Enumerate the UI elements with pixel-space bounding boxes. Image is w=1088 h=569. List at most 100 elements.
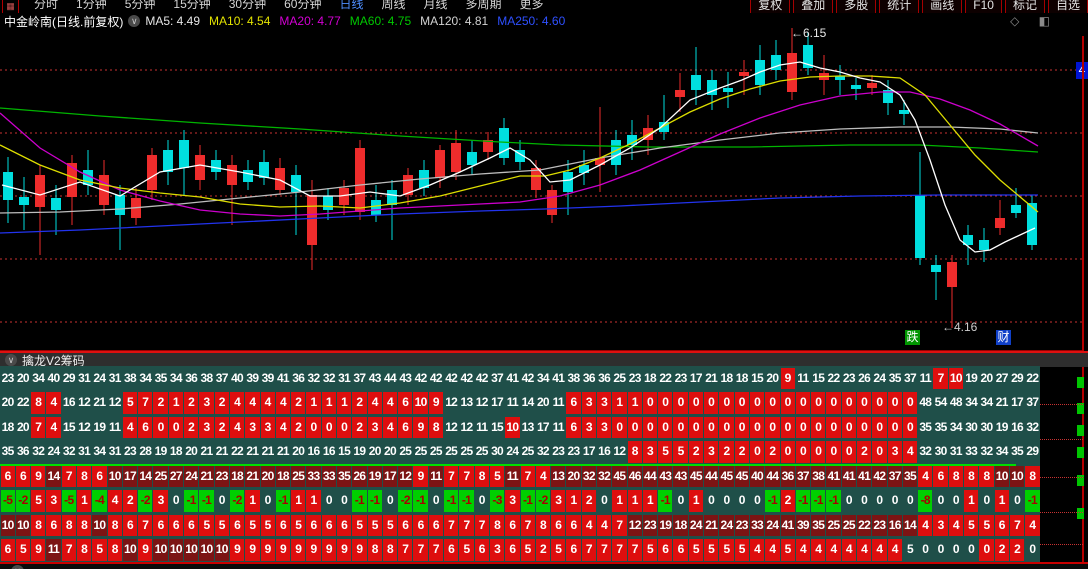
chip-cell: 41 (780, 514, 795, 536)
chip-cell: 4 (749, 539, 765, 561)
period-tabs: 分时 1分钟 5分钟 15分钟 30分钟 60分钟 日线 周线 月线 多周期 更多 (25, 0, 553, 13)
tab-6[interactable]: 日线 (339, 0, 364, 11)
chip-cell: 6 (153, 514, 168, 536)
toolbar-button-5[interactable]: F10 (965, 0, 1002, 13)
chip-cell: 40 (47, 370, 61, 385)
chip-cell: 2 (153, 392, 168, 414)
tab-7[interactable]: 周线 (381, 0, 406, 11)
chip-cell: 25 (826, 514, 841, 536)
chip-cell: -2 (535, 490, 551, 512)
chip-cell: 38 (200, 370, 213, 385)
grid-menu-icon[interactable]: ▦ (2, 0, 19, 13)
chip-cell: 7 (398, 539, 413, 561)
chip-cell: 23 (642, 514, 658, 536)
kline-chart[interactable] (0, 28, 1084, 352)
chevron-icon[interactable]: ∨ (11, 565, 24, 569)
tab-8[interactable]: 月线 (423, 0, 448, 11)
toolbar-button-4[interactable]: 画线 (922, 0, 963, 13)
chip-cell: 8 (382, 539, 398, 561)
chip-cell: 37 (1026, 395, 1039, 409)
chip-cell: 8 (107, 539, 122, 561)
chip-cell: 0 (642, 416, 658, 438)
candles (3, 28, 1037, 328)
tab-10[interactable]: 更多 (519, 0, 544, 11)
chip-cell: 10 (168, 539, 184, 561)
chip-cell: 5 (673, 441, 688, 463)
tab-2[interactable]: 5分钟 (124, 0, 156, 11)
tab-4[interactable]: 30分钟 (228, 0, 267, 11)
chip-cell: 0 (749, 441, 765, 463)
chip-cell: 27 (168, 465, 184, 487)
chip-cell: 31 (108, 444, 122, 458)
ma-line-MA120 (0, 126, 1039, 214)
chip-cell: 0 (826, 416, 841, 438)
toolbar-button-1[interactable]: 叠加 (793, 0, 834, 13)
chip-cell: 16 (307, 444, 321, 458)
chip-cell: 12 (475, 395, 489, 409)
toolbar-button-0[interactable]: 复权 (750, 0, 791, 13)
chip-cell: 4 (122, 416, 138, 438)
chip-cell: 37 (215, 370, 229, 385)
chip-cell: -2 (138, 490, 153, 512)
chip-cell: -1 (765, 490, 780, 512)
right-border-line (1082, 36, 1084, 569)
chip-cell: 0 (841, 392, 856, 414)
chip-cell: 0 (688, 392, 704, 414)
chip-cell: 35 (888, 370, 902, 385)
chip-panel-header[interactable]: ∨ 擒龙V2筹码 (0, 351, 1088, 368)
chip-cell: 36 (780, 465, 795, 487)
chip-cell: 23 (552, 444, 565, 458)
chip-cell: 9 (291, 539, 306, 561)
tab-0[interactable]: 分时 (34, 0, 59, 11)
toolbar-button-3[interactable]: 统计 (879, 0, 920, 13)
chip-cell: 4 (918, 465, 933, 487)
chip-cell: 14 (46, 465, 61, 487)
chip-cell: 0 (264, 493, 272, 507)
chip-cell: 25 (521, 444, 535, 458)
chip-cell: 4 (245, 392, 260, 414)
chip-cell: 2 (184, 416, 199, 438)
green-tick (1077, 425, 1084, 436)
chip-cell: 5 (734, 539, 749, 561)
window-layout-icons[interactable]: ◇ ◧ (1010, 14, 1058, 28)
chip-cell: 3 (260, 416, 275, 438)
toolbar-button-7[interactable]: 自选 (1047, 0, 1088, 13)
chip-cell: 25 (460, 444, 473, 458)
tab-3[interactable]: 15分钟 (173, 0, 211, 11)
chip-panel-title: 擒龙V2筹码 (22, 353, 85, 368)
chip-cell: 0 (719, 416, 734, 438)
chip-cell: 21 (276, 444, 290, 458)
chevron-down-icon[interactable]: ∨ (128, 15, 141, 27)
chip-cell: 21 (261, 444, 275, 458)
chip-cell: 16 (62, 395, 76, 409)
chip-cell: 35 (902, 465, 918, 487)
chip-cell: 0 (325, 493, 333, 507)
chip-cell: 6 (138, 416, 153, 438)
chip-cell: 5 (704, 539, 719, 561)
chip-cell: 14 (138, 465, 153, 487)
chip-cell: 35 (336, 465, 352, 487)
tab-1[interactable]: 1分钟 (76, 0, 107, 11)
chip-cell: 7 (933, 367, 948, 389)
chip-cell: 5 (199, 514, 214, 536)
chip-cell: -5 (0, 490, 15, 512)
chip-cell: 22 (659, 370, 672, 385)
chip-cell: -1 (795, 490, 811, 512)
tab-5[interactable]: 60分钟 (284, 0, 322, 11)
ma-line-MA250 (0, 194, 1038, 234)
chip-cell: 2 (780, 490, 795, 512)
tab-9[interactable]: 多周期 (465, 0, 502, 11)
chip-cell: 7 (581, 539, 596, 561)
toolbar-button-6[interactable]: 标记 (1004, 0, 1045, 13)
chip-cell: 8 (627, 441, 642, 463)
chip-cell: 0 (979, 539, 994, 561)
chip-cell: 3 (199, 416, 214, 438)
chip-cell: 45 (734, 465, 749, 487)
chevron-down-icon[interactable]: ∨ (5, 354, 17, 366)
chip-cell: 5 (260, 514, 275, 536)
chip-cell: 4 (948, 514, 964, 536)
chip-cell: 15 (491, 419, 504, 434)
chip-cell: 6 (15, 465, 31, 487)
toolbar-button-2[interactable]: 多股 (836, 0, 877, 13)
chip-cell: 1 (321, 392, 336, 414)
